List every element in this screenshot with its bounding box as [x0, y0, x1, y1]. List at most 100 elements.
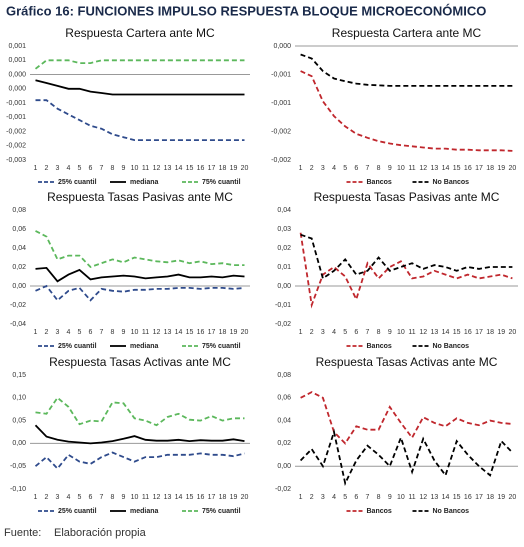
y-tick-label: 0,00 [277, 463, 291, 470]
x-tick-label: 2 [310, 329, 314, 336]
x-tick-label: 9 [388, 329, 392, 336]
x-tick-label: 7 [366, 165, 370, 172]
x-tick-label: 17 [475, 494, 483, 501]
x-tick-label: 4 [332, 494, 336, 501]
x-tick-label: 15 [186, 329, 194, 336]
y-tick-label: 0,02 [277, 245, 291, 252]
x-tick-label: 14 [442, 165, 450, 172]
x-tick-label: 5 [343, 165, 347, 172]
x-tick-label: 16 [197, 494, 205, 501]
x-tick-label: 20 [241, 165, 249, 172]
x-tick-label: 16 [197, 329, 205, 336]
y-tick-label: -0,05 [10, 463, 26, 470]
x-tick-label: 16 [464, 494, 472, 501]
x-tick-label: 4 [67, 494, 71, 501]
chart-title: Respuesta Tasas Activas ante MC [316, 355, 498, 369]
y-tick-label: 0,08 [12, 207, 26, 214]
x-tick-label: 18 [219, 494, 227, 501]
x-tick-label: 7 [100, 165, 104, 172]
x-tick-label: 19 [497, 329, 505, 336]
y-tick-label: 0,15 [12, 372, 26, 379]
x-tick-label: 1 [34, 329, 38, 336]
x-tick-label: 10 [397, 329, 405, 336]
x-tick-label: 8 [111, 165, 115, 172]
x-tick-label: 7 [366, 494, 370, 501]
x-tick-label: 19 [497, 165, 505, 172]
x-tick-label: 11 [142, 329, 149, 336]
x-tick-label: 4 [332, 329, 336, 336]
x-tick-label: 12 [153, 494, 161, 501]
x-tick-label: 8 [111, 329, 115, 336]
x-tick-label: 19 [230, 165, 238, 172]
x-tick-label: 20 [241, 494, 249, 501]
series-line [34, 424, 245, 445]
x-tick-label: 3 [321, 165, 325, 172]
chart-title: Respuesta Tasas Activas ante MC [49, 355, 231, 369]
x-tick-label: 10 [397, 494, 405, 501]
x-tick-label: 8 [377, 329, 381, 336]
x-tick-label: 5 [343, 494, 347, 501]
x-tick-label: 13 [164, 329, 172, 336]
y-tick-label: -0,001 [271, 71, 291, 78]
y-tick-label: -0,02 [275, 321, 291, 328]
x-tick-label: 3 [56, 329, 60, 336]
x-tick-label: 8 [377, 494, 381, 501]
x-tick-label: 20 [509, 329, 517, 336]
y-tick-label: -0,001 [6, 114, 26, 121]
series-line [35, 230, 245, 269]
legend-label: 75% cuantil [202, 343, 241, 350]
x-tick-label: 15 [453, 329, 461, 336]
x-tick-label: 13 [430, 494, 438, 501]
x-tick-label: 16 [464, 329, 472, 336]
y-tick-label: -0,003 [6, 157, 26, 164]
y-tick-label: -0,001 [271, 100, 291, 107]
x-tick-label: 12 [153, 329, 161, 336]
x-tick-label: 6 [89, 494, 93, 501]
x-tick-label: 1 [34, 165, 38, 172]
x-tick-label: 17 [475, 329, 483, 336]
x-tick-label: 18 [219, 165, 227, 172]
series-line [300, 391, 513, 445]
y-tick-label: 0,001 [8, 57, 26, 64]
x-tick-label: 5 [343, 329, 347, 336]
x-tick-label: 18 [486, 494, 494, 501]
y-tick-label: -0,10 [10, 486, 26, 493]
x-tick-label: 5 [78, 165, 82, 172]
legend-label: 25% cuantil [58, 343, 97, 350]
chart-title: Respuesta Tasas Pasivas ante MC [314, 190, 500, 204]
x-tick-label: 14 [442, 329, 450, 336]
x-tick-label: 6 [354, 165, 358, 172]
y-tick-label: 0,08 [277, 372, 291, 379]
y-tick-label: -0,002 [271, 157, 291, 164]
legend-label: 25% cuantil [58, 508, 97, 515]
y-tick-label: 0,00 [12, 283, 26, 290]
x-tick-label: 6 [354, 329, 358, 336]
x-tick-label: 10 [131, 165, 139, 172]
x-tick-label: 18 [486, 329, 494, 336]
source-text: Elaboración propia [54, 527, 147, 539]
x-tick-label: 12 [153, 165, 161, 172]
series-line [35, 99, 245, 141]
series-line [299, 428, 514, 487]
x-tick-label: 9 [122, 165, 126, 172]
series-line [35, 396, 245, 427]
source-label: Fuente: [4, 527, 41, 539]
x-tick-label: 2 [310, 165, 314, 172]
x-tick-label: 10 [131, 329, 139, 336]
x-tick-label: 17 [208, 494, 216, 501]
x-tick-label: 10 [131, 494, 139, 501]
y-tick-label: 0,000 [8, 86, 26, 93]
x-tick-label: 11 [142, 494, 149, 501]
x-tick-label: 20 [509, 494, 517, 501]
y-tick-label: 0,00 [277, 283, 291, 290]
x-tick-label: 6 [89, 329, 93, 336]
legend-label: No Bancos [433, 343, 470, 350]
y-tick-label: 0,03 [277, 226, 291, 233]
x-tick-label: 20 [509, 165, 517, 172]
legend-label: Bancos [367, 508, 392, 515]
series-line [35, 266, 245, 283]
figure-title: Gráfico 16: FUNCIONES IMPULSO RESPUESTA … [6, 3, 486, 18]
x-tick-label: 5 [78, 329, 82, 336]
y-tick-label: 0,05 [12, 417, 26, 424]
series-line [34, 59, 245, 70]
